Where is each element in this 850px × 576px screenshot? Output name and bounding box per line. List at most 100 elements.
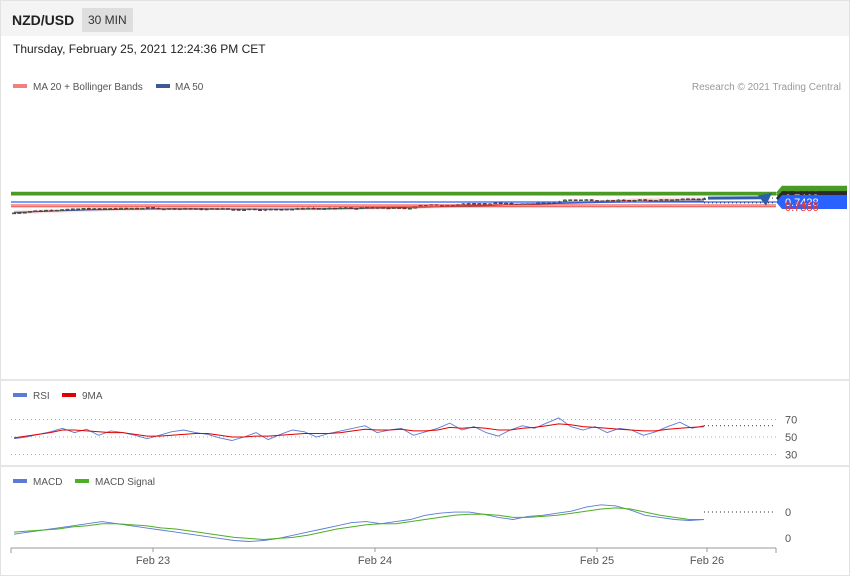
candle-body (97, 208, 102, 210)
candle-body (65, 208, 70, 211)
chart-timestamp: Thursday, February 25, 2021 12:24:36 PM … (13, 42, 266, 56)
candle-body (605, 200, 610, 202)
x-axis-label: Feb 24 (358, 555, 392, 567)
candle-body (333, 207, 337, 210)
x-axis-label: Feb 26 (690, 555, 724, 567)
candle-body (397, 207, 402, 209)
candle-body (226, 208, 230, 210)
candle-body (653, 200, 658, 202)
candle-body (402, 207, 407, 210)
macd-tick-label: 0 (785, 507, 791, 519)
candle-body (563, 199, 567, 202)
candle-body (407, 207, 412, 210)
candle-body (664, 199, 669, 201)
candle-body (493, 202, 498, 205)
candle-body (17, 212, 22, 214)
candle-body (204, 208, 209, 211)
candle-body (193, 208, 198, 210)
candle-body (70, 208, 75, 211)
candle-body (311, 207, 316, 210)
macd-signal-line (13, 507, 704, 541)
candle-body (386, 207, 391, 210)
legend-label-macd: MACD (33, 477, 62, 488)
candle-body (680, 198, 685, 201)
candle-body (263, 208, 268, 211)
research-credit: Research © 2021 Trading Central (692, 82, 841, 93)
candle-body (498, 202, 503, 205)
candle-body (167, 208, 172, 210)
candle-body (579, 199, 583, 202)
candle-body (92, 208, 97, 210)
candle-body (611, 200, 615, 202)
candle-body (220, 208, 225, 210)
macd-line (13, 504, 705, 542)
support-level-label: 0.7402 (785, 200, 819, 212)
candle-body (573, 199, 578, 201)
legend-swatch-ma20 (13, 84, 27, 88)
candle-body (119, 207, 123, 210)
legend-swatch-macd-signal (75, 479, 89, 483)
candle-body (247, 208, 252, 211)
candle-body (295, 208, 300, 210)
candle-body (632, 199, 637, 202)
candle-body (359, 206, 364, 209)
rsi-panel: 30 50 70 (11, 415, 797, 461)
candle-body (145, 207, 150, 209)
candle-body (49, 209, 54, 212)
candle-body (637, 199, 642, 201)
candle-body (210, 208, 214, 210)
candle-body (188, 208, 193, 210)
rsi-ma-line (13, 423, 705, 439)
pivot-level-label: 0.7428 (785, 197, 819, 209)
candle-body (44, 209, 48, 212)
candle-body (124, 207, 129, 210)
candle-body (381, 207, 385, 209)
legend-label-ma50: MA 50 (175, 82, 204, 93)
candle-body (536, 202, 541, 205)
projection-arrowhead (758, 192, 772, 206)
legend-label-macd-signal: MACD Signal (95, 477, 155, 488)
candle-body (103, 208, 107, 210)
x-axis-label: Feb 25 (580, 555, 614, 567)
candle-body (242, 209, 246, 211)
legend-label-rsi: RSI (33, 391, 50, 402)
candle-body (274, 208, 278, 211)
candle-body (76, 208, 81, 211)
candle-body (391, 207, 396, 209)
candle-body (81, 208, 86, 210)
pair-title: NZD/USD (12, 12, 75, 28)
chart-header: NZD/USD 30 MIN (1, 1, 849, 36)
candle-body (279, 209, 284, 211)
candle-body (33, 210, 38, 212)
timeframe-badge[interactable]: 30 MIN (82, 8, 133, 32)
candle-body (370, 207, 375, 209)
candle-body (354, 208, 359, 210)
candle-body (568, 199, 573, 201)
candle-body (236, 209, 241, 211)
candle-body (349, 207, 353, 209)
candle-body (327, 207, 332, 210)
candle-body (161, 208, 166, 211)
candle-body (54, 209, 59, 212)
candle-body (156, 207, 161, 210)
candle-body (627, 200, 632, 202)
candle-body (140, 208, 145, 210)
candle-body (670, 199, 674, 201)
candle-body (316, 208, 321, 210)
candle-body (268, 208, 273, 211)
candle-body (28, 211, 32, 213)
legend-label-rsi-ma: 9MA (82, 391, 103, 402)
pivot-level-tag (776, 195, 847, 209)
candle-body (252, 208, 257, 211)
x-axis-label: Feb 23 (136, 555, 170, 567)
candle-body (177, 208, 182, 210)
bollinger-band-area (14, 197, 704, 215)
legend-swatch-macd (13, 479, 27, 483)
candle-body (616, 199, 621, 202)
candle-body (472, 203, 476, 205)
support-level-label: 0.7386 (785, 202, 819, 214)
candle-body (199, 208, 204, 211)
rsi-tick-label: 30 (785, 449, 797, 461)
macd-tick-label: 0 (785, 533, 791, 545)
